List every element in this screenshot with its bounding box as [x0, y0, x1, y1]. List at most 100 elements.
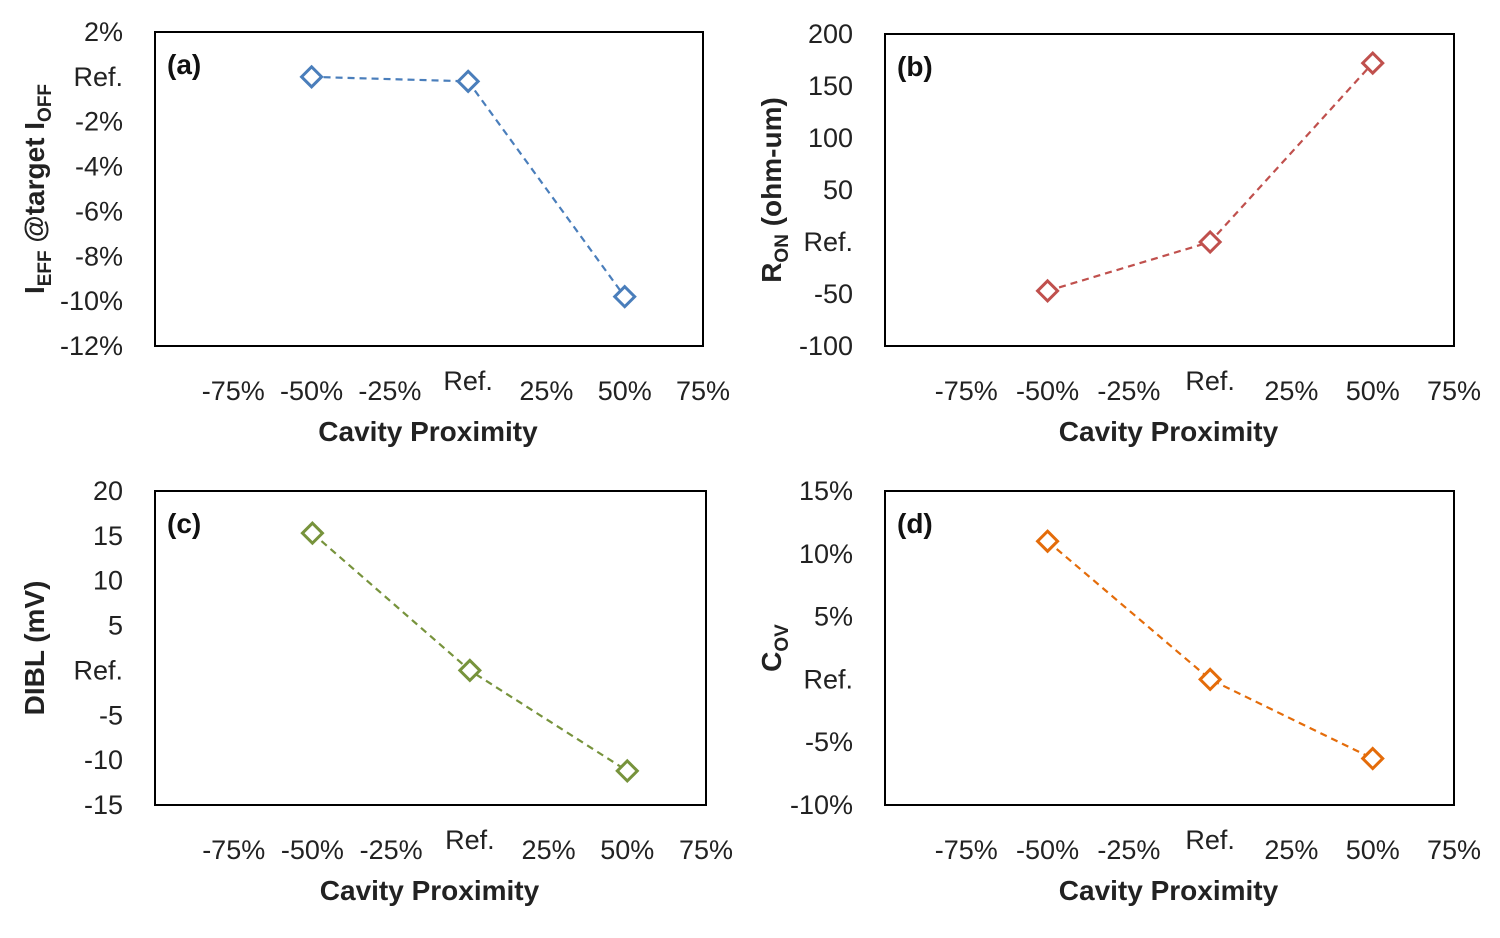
y-tick-label: Ref.: [803, 664, 853, 694]
chart-panel-1: -75% -50% -25% Ref. 25% 50% 75% 2% Ref. -2% -4% -6%…: [19, 17, 730, 447]
y-tick-label: 150: [808, 71, 853, 101]
chart-panel-2: -75% -50% -25% Ref. 25% 50% 75% 200 150 100 50 Ref.…: [756, 19, 1481, 447]
x-tick-label: 50%: [1346, 835, 1400, 865]
y-tick-label: 100: [808, 123, 853, 153]
y-axis-label-subscript: EFF: [35, 250, 56, 286]
x-tick-label: -50%: [1016, 376, 1079, 406]
data-point-marker: [457, 658, 482, 683]
x-tick-label: 75%: [1427, 376, 1481, 406]
y-tick-label: 5: [108, 611, 123, 641]
y-tick-label: Ref.: [73, 655, 123, 685]
y-axis-label: IEFF @target IOFF: [19, 84, 56, 294]
data-point-marker: [300, 521, 325, 546]
y-tick-label: -6%: [75, 196, 123, 226]
data-point-marker: [1360, 746, 1385, 771]
chart-panel-3: -75% -50% -25% Ref. 25% 50% 75% 20 15 10 5 Ref. -5 -1…: [19, 476, 733, 906]
x-tick-label: 25%: [519, 376, 573, 406]
y-tick-label: 20: [93, 476, 123, 506]
x-tick-label: 25%: [1264, 376, 1318, 406]
x-tick-label: Ref.: [445, 825, 495, 855]
y-tick-label: -10%: [60, 286, 123, 316]
y-tick-label: -8%: [75, 241, 123, 271]
panel-label: (a): [167, 49, 201, 80]
y-tick-label: 10: [93, 566, 123, 596]
x-tick-label: -25%: [360, 835, 423, 865]
x-tick-label: -25%: [358, 376, 421, 406]
x-tick-label: Ref.: [443, 366, 493, 396]
data-point-marker: [1198, 229, 1223, 255]
y-axis-label-part: @target I: [19, 122, 50, 250]
y-tick-label: -5: [99, 700, 123, 730]
y-tick-label: -50: [814, 279, 853, 309]
y-axis-label-part: (ohm-um): [756, 97, 787, 234]
plot-frame: [884, 33, 1455, 347]
series-line: [311, 532, 628, 772]
y-tick-label: Ref.: [73, 62, 123, 92]
x-tick-label: -75%: [202, 376, 265, 406]
x-axis-label: Cavity Proximity: [320, 875, 540, 906]
x-tick-label: Ref.: [1185, 825, 1235, 855]
x-tick-label: -75%: [935, 835, 998, 865]
y-axis-label-subscript: OV: [772, 624, 793, 652]
series-line: [311, 75, 626, 298]
y-axis-label-part: DIBL (mV): [19, 581, 50, 716]
y-tick-label: 5%: [814, 602, 853, 632]
x-tick-label: -75%: [202, 835, 265, 865]
data-point-marker: [615, 758, 640, 784]
x-tick-label: 50%: [1346, 376, 1400, 406]
panel-label: (b): [897, 51, 933, 82]
data-point-marker: [612, 284, 637, 309]
y-axis-label-subscript: ON: [772, 234, 793, 263]
x-tick-label: 75%: [679, 835, 733, 865]
y-tick-label: 15: [93, 521, 123, 551]
y-axis-label-part: I: [19, 286, 50, 294]
data-point-marker: [1035, 278, 1060, 304]
y-tick-label: -5%: [805, 727, 853, 757]
y-axis-label-subscript: OFF: [35, 84, 56, 122]
chart-panel-4: -75% -50% -25% Ref. 25% 50% 75% 15% 10% 5% Ref. -5%…: [756, 476, 1481, 906]
y-tick-label: -12%: [60, 331, 123, 361]
y-tick-label: 200: [808, 19, 853, 49]
plot-frame: [154, 31, 704, 347]
y-axis-label-part: C: [756, 652, 787, 672]
x-tick-label: 75%: [676, 376, 730, 406]
y-axis-label: COV: [756, 624, 793, 672]
plot-frame: [884, 490, 1455, 806]
x-tick-label: 75%: [1427, 835, 1481, 865]
plot-frame: [154, 490, 707, 806]
y-tick-label: -10: [84, 745, 123, 775]
x-tick-label: 25%: [522, 835, 576, 865]
x-tick-label: Ref.: [1185, 366, 1235, 396]
data-point-marker: [299, 64, 324, 89]
series-line: [1047, 62, 1374, 292]
x-axis-label: Cavity Proximity: [1059, 416, 1279, 447]
data-point-marker: [1035, 529, 1060, 554]
data-point-marker: [1198, 667, 1223, 692]
y-tick-label: Ref.: [803, 227, 853, 257]
y-tick-label: -100: [799, 331, 853, 361]
y-axis-label-part: R: [756, 263, 787, 283]
data-point-marker: [1360, 50, 1385, 76]
x-tick-label: -75%: [935, 376, 998, 406]
x-tick-label: -50%: [280, 376, 343, 406]
x-tick-label: -50%: [1016, 835, 1079, 865]
panel-label: (d): [897, 508, 933, 539]
panel-label: (c): [167, 508, 201, 539]
y-axis-label: RON (ohm-um): [756, 97, 793, 283]
x-axis-label: Cavity Proximity: [1059, 875, 1279, 906]
series-line: [1046, 540, 1374, 760]
y-tick-label: -15: [84, 790, 123, 820]
y-tick-label: 2%: [84, 17, 123, 47]
x-tick-label: 25%: [1264, 835, 1318, 865]
x-tick-label: 50%: [598, 376, 652, 406]
y-tick-label: 15%: [799, 476, 853, 506]
y-tick-label: -4%: [75, 152, 123, 182]
x-tick-label: -25%: [1097, 835, 1160, 865]
y-tick-label: -10%: [790, 790, 853, 820]
x-tick-label: -25%: [1097, 376, 1160, 406]
y-tick-label: -2%: [75, 107, 123, 137]
x-axis-label: Cavity Proximity: [318, 416, 538, 447]
y-axis-label: DIBL (mV): [19, 581, 50, 716]
